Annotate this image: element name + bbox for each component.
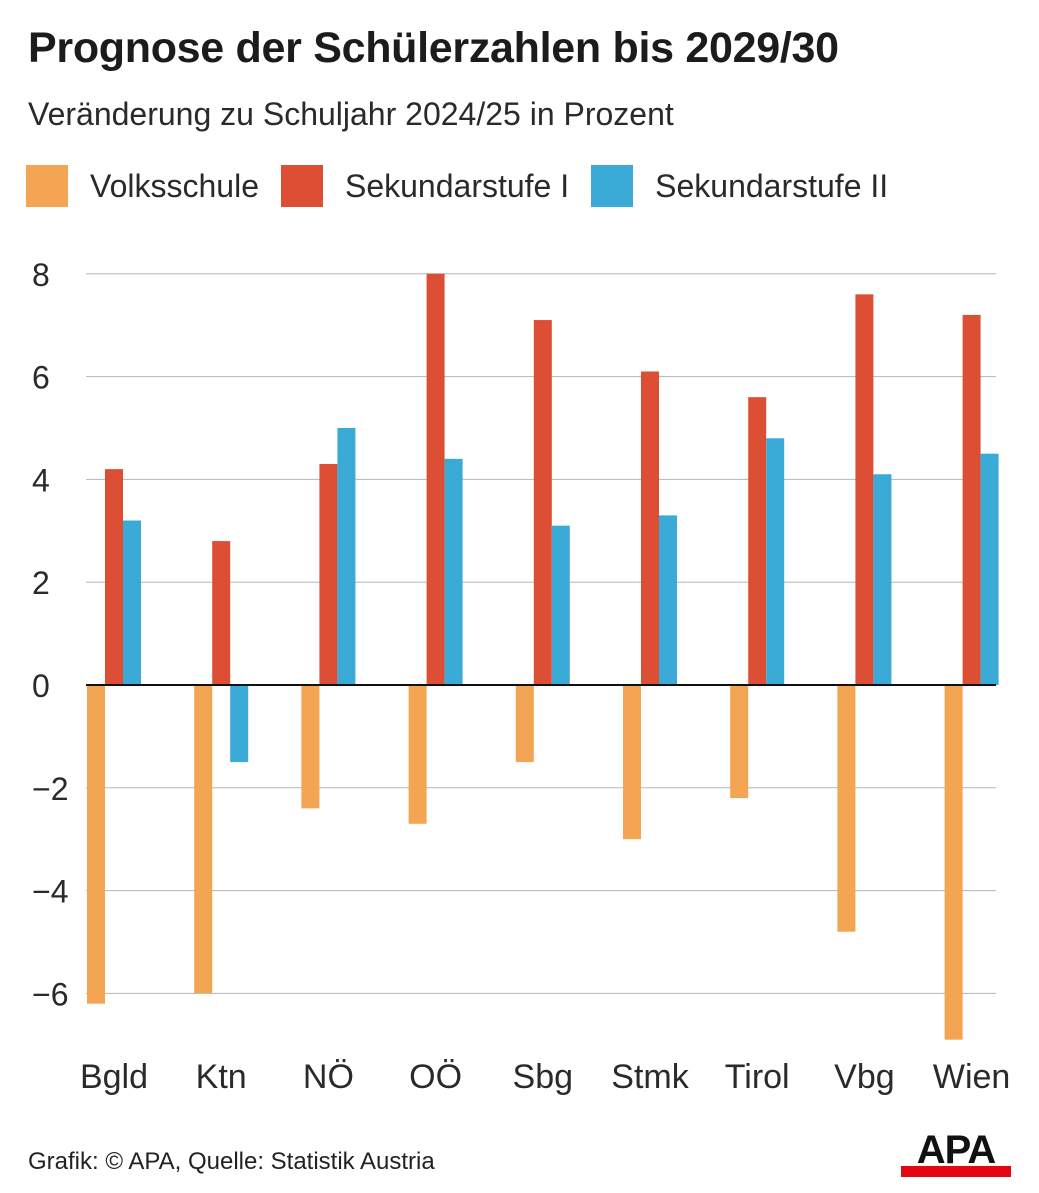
bar-volksschule (944, 685, 963, 1040)
x-tick-label: Wien (933, 1058, 1010, 1096)
legend-swatch-sekundarstufe-2 (591, 165, 634, 207)
apa-logo-bar (901, 1166, 1011, 1177)
bar-volksschule (87, 685, 105, 1004)
y-tick-label: 4 (32, 462, 50, 498)
apa-logo: APA (901, 1130, 1011, 1177)
bar-sekundarstufe-i (533, 320, 552, 685)
x-tick-label: Bgld (80, 1058, 148, 1096)
bar-sekundarstufe-ii (766, 438, 785, 685)
bar-sekundarstufe-ii (551, 525, 570, 685)
x-tick-label: OÖ (409, 1058, 462, 1096)
legend-label-sekundarstufe-1: Sekundarstufe I (344, 167, 570, 204)
bar-sekundarstufe-ii (873, 474, 892, 685)
bar-sekundarstufe-i (319, 463, 338, 685)
x-tick-label: Sbg (513, 1058, 574, 1096)
bar-sekundarstufe-ii (659, 515, 677, 685)
bars (87, 273, 999, 1040)
legend-label-sekundarstufe-2: Sekundarstufe II (655, 167, 889, 204)
y-tick-label: 0 (32, 668, 50, 704)
x-tick-label: Tirol (725, 1058, 790, 1096)
legend-item-sekundarstufe-1: Sekundarstufe I (280, 165, 570, 207)
chart-subtitle: Veränderung zu Schuljahr 2024/25 in Proz… (28, 96, 674, 132)
bar-sekundarstufe-i (426, 273, 445, 685)
y-tick-label: −2 (32, 771, 68, 807)
y-tick-label: 6 (32, 360, 50, 396)
bar-volksschule (623, 685, 641, 840)
bar-sekundarstufe-i (855, 294, 874, 685)
apa-logo-text: APA (917, 1130, 996, 1172)
legend: Volksschule Sekundarstufe I Sekundarstuf… (26, 163, 910, 209)
bar-sekundarstufe-ii (444, 458, 463, 685)
bar-volksschule (408, 685, 427, 824)
legend-item-sekundarstufe-2: Sekundarstufe II (591, 165, 888, 207)
bar-sekundarstufe-ii (980, 453, 999, 685)
bar-sekundarstufe-i (105, 469, 123, 685)
bar-volksschule (837, 685, 856, 932)
bar-volksschule (515, 685, 534, 763)
x-tick-label: Vbg (834, 1058, 895, 1096)
legend-swatch-sekundarstufe-1 (280, 165, 323, 207)
bar-chart: 8 6 4 2 0 −2 −4 −6 Bgld Ktn NÖ OÖ Sbg Stmk Tirol Vbg Wi… (32, 257, 1010, 1096)
bar-sekundarstufe-ii (123, 520, 141, 685)
y-tick-label: 8 (32, 257, 50, 293)
bar-sekundarstufe-i (641, 371, 659, 685)
legend-swatch-volksschule (26, 165, 68, 207)
legend-item-volksschule: Volksschule (26, 165, 259, 207)
source-credit: Grafik: © APA, Quelle: Statistik Austria (28, 1148, 435, 1175)
y-tick-label: −6 (32, 976, 68, 1012)
chart-title: Prognose der Schülerzahlen bis 2029/30 (28, 24, 839, 72)
bar-volksschule (194, 685, 213, 994)
x-tick-label: NÖ (303, 1058, 354, 1096)
bar-volksschule (730, 685, 749, 799)
bar-sekundarstufe-i (212, 541, 231, 685)
bar-sekundarstufe-i (962, 314, 981, 685)
y-tick-label: −4 (32, 874, 68, 910)
bar-sekundarstufe-ii (230, 685, 249, 763)
bar-sekundarstufe-i (748, 397, 767, 685)
bar-sekundarstufe-ii (337, 428, 356, 685)
y-tick-label: 2 (32, 565, 50, 601)
x-tick-label: Stmk (611, 1058, 689, 1096)
x-tick-label: Ktn (196, 1058, 247, 1096)
y-axis-tick-labels: 8 6 4 2 0 −2 −4 −6 (32, 257, 68, 1013)
legend-label-volksschule: Volksschule (90, 167, 259, 204)
bar-volksschule (301, 685, 320, 809)
x-axis-tick-labels: Bgld Ktn NÖ OÖ Sbg Stmk Tirol Vbg Wien (80, 1058, 1010, 1096)
